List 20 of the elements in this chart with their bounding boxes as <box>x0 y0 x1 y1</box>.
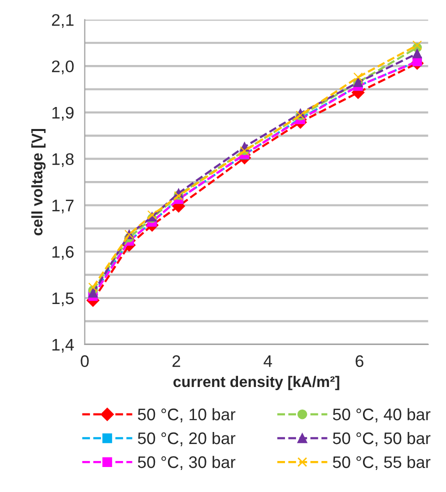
legend-label: 50 °C, 10 bar <box>138 408 236 422</box>
y-tick-label: 2,0 <box>52 60 74 74</box>
legend-label: 50 °C, 55 bar <box>332 456 430 470</box>
legend-label: 50 °C, 20 bar <box>138 432 236 446</box>
y-tick-label: 1,7 <box>52 200 74 214</box>
x-tick-label: 0 <box>80 355 89 368</box>
y-axis-title: cell voltage [V] <box>31 128 46 236</box>
y-tick-label: 2,1 <box>52 14 74 28</box>
legend-label: 50 °C, 50 bar <box>332 432 430 446</box>
legend-label: 50 °C, 30 bar <box>138 456 236 470</box>
y-tick-label: 1,8 <box>52 153 74 168</box>
x-tick-label: 4 <box>264 355 272 367</box>
legend-label: 50 °C, 40 bar <box>332 408 430 422</box>
y-tick-label: 1,6 <box>52 246 74 260</box>
x-tick-label: 2 <box>172 355 180 367</box>
x-tick-label: 6 <box>356 355 364 368</box>
y-tick-label: 1,9 <box>52 106 74 121</box>
y-tick-label: 1,4 <box>52 338 74 353</box>
x-axis-title: current density [kA/m²] <box>173 376 340 390</box>
y-tick-label: 1,5 <box>52 292 74 306</box>
